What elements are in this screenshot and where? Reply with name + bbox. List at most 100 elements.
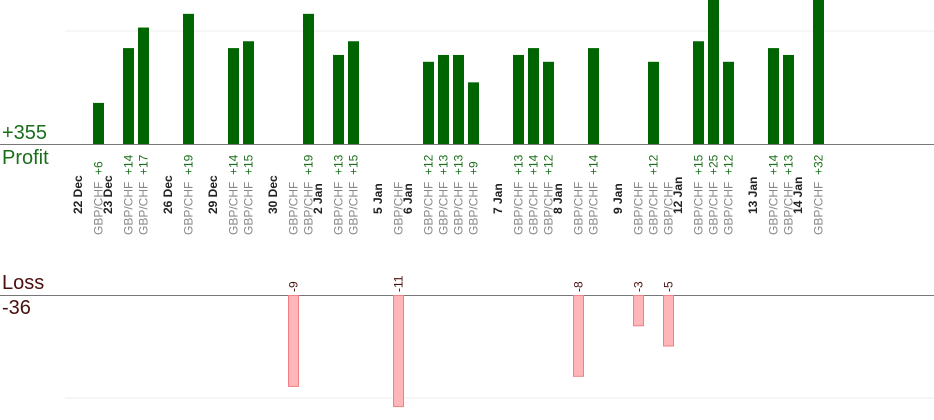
profit-bar <box>138 27 149 144</box>
profit-bar <box>333 54 344 145</box>
profit-value-label: +17 <box>137 154 151 175</box>
profit-bar <box>438 54 449 145</box>
profit-value-label: +19 <box>302 154 316 175</box>
loss-value-label: -5 <box>662 281 676 292</box>
pair-label: GBP/CHF <box>512 182 526 235</box>
date-label: 9 Jan <box>611 183 625 214</box>
profit-bar <box>468 82 479 144</box>
date-label: 5 Jan <box>371 183 385 214</box>
pair-label: GBP/CHF <box>692 182 706 235</box>
profit-value-label: +12 <box>542 154 556 175</box>
profit-value-label: +32 <box>812 154 826 175</box>
profit-value-label: +14 <box>527 154 541 175</box>
date-label: 22 Dec <box>71 175 85 214</box>
loss-bar <box>288 295 299 387</box>
pair-label: GBP/CHF <box>122 182 136 235</box>
profit-bar <box>513 54 524 145</box>
profit-bar <box>813 0 824 144</box>
profit-bar <box>453 54 464 145</box>
date-label: 29 Dec <box>206 175 220 214</box>
profit-bar <box>423 61 434 144</box>
profit-value-label: +15 <box>692 154 706 175</box>
profit-value-label: +13 <box>332 154 346 175</box>
date-label: 30 Dec <box>266 175 280 214</box>
profit-label: Profit <box>2 147 49 169</box>
loss-bar <box>633 295 644 327</box>
profit-bar <box>243 41 254 144</box>
loss-value-label: -3 <box>632 281 646 292</box>
pair-label: GBP/CHF <box>287 182 301 235</box>
pair-label: GBP/CHF <box>632 182 646 235</box>
profit-value-label: +13 <box>452 154 466 175</box>
profit-value-label: +12 <box>422 154 436 175</box>
date-label: 2 Jan <box>311 183 325 214</box>
pair-label: GBP/CHF <box>707 182 721 235</box>
pair-label: GBP/CHF <box>92 182 106 235</box>
profit-bar <box>648 61 659 144</box>
pair-label: GBP/CHF <box>812 182 826 235</box>
loss-value-label: -9 <box>287 281 301 292</box>
profit-bar <box>93 102 104 144</box>
loss-bar <box>573 295 584 377</box>
profit-value-label: +6 <box>92 161 106 175</box>
pair-label: GBP/CHF <box>182 182 196 235</box>
profit-value-label: +13 <box>437 154 451 175</box>
pair-label: GBP/CHF <box>347 182 361 235</box>
profit-value-label: +13 <box>512 154 526 175</box>
pair-label: GBP/CHF <box>302 182 316 235</box>
date-label: 12 Jan <box>671 177 685 214</box>
pair-label: GBP/CHF <box>137 182 151 235</box>
pair-label: GBP/CHF <box>542 182 556 235</box>
loss-bar <box>663 295 674 347</box>
profit-value-label: +9 <box>467 161 481 175</box>
profit-bar <box>588 48 599 144</box>
profit-bar <box>123 48 134 144</box>
profit-bar <box>348 41 359 144</box>
profit-bar <box>543 61 554 144</box>
loss-label: Loss <box>2 272 45 294</box>
date-label: 8 Jan <box>551 183 565 214</box>
pair-label: GBP/CHF <box>242 182 256 235</box>
date-label: 13 Jan <box>746 177 760 214</box>
pair-label: GBP/CHF <box>452 182 466 235</box>
profit-value-label: +12 <box>722 154 736 175</box>
pair-label: GBP/CHF <box>527 182 541 235</box>
pair-label: GBP/CHF <box>422 182 436 235</box>
profit-bar <box>768 48 779 144</box>
pair-label: GBP/CHF <box>332 182 346 235</box>
loss-bar <box>393 295 404 408</box>
profit-bar <box>723 61 734 144</box>
profit-value-label: +13 <box>782 154 796 175</box>
pair-label: GBP/CHF <box>437 182 451 235</box>
pair-label: GBP/CHF <box>392 182 406 235</box>
profit-value-label: +12 <box>647 154 661 175</box>
pair-label: GBP/CHF <box>572 182 586 235</box>
pair-label: GBP/CHF <box>467 182 481 235</box>
pair-label: GBP/CHF <box>227 182 241 235</box>
pair-label: GBP/CHF <box>722 182 736 235</box>
profit-bar <box>693 41 704 144</box>
loss-total: -36 <box>2 297 31 319</box>
profit-bar <box>708 0 719 144</box>
profit-value-label: +19 <box>182 154 196 175</box>
profit-bar <box>228 48 239 144</box>
profit-value-label: +14 <box>587 154 601 175</box>
loss-value-label: -11 <box>392 275 406 292</box>
date-label: 26 Dec <box>161 175 175 214</box>
profit-value-label: +25 <box>707 154 721 175</box>
date-label: 6 Jan <box>401 183 415 214</box>
profit-bar <box>528 48 539 144</box>
profit-bar <box>303 13 314 144</box>
profit-value-label: +14 <box>122 154 136 175</box>
pair-label: GBP/CHF <box>782 182 796 235</box>
loss-value-label: -8 <box>572 281 586 292</box>
profit-value-label: +15 <box>347 154 361 175</box>
profit-value-label: +14 <box>227 154 241 175</box>
pair-label: GBP/CHF <box>647 182 661 235</box>
profit-total: +355 <box>2 122 48 144</box>
profit-value-label: +15 <box>242 154 256 175</box>
pair-label: GBP/CHF <box>587 182 601 235</box>
profit-bar <box>783 54 794 145</box>
date-label: 7 Jan <box>491 183 505 214</box>
